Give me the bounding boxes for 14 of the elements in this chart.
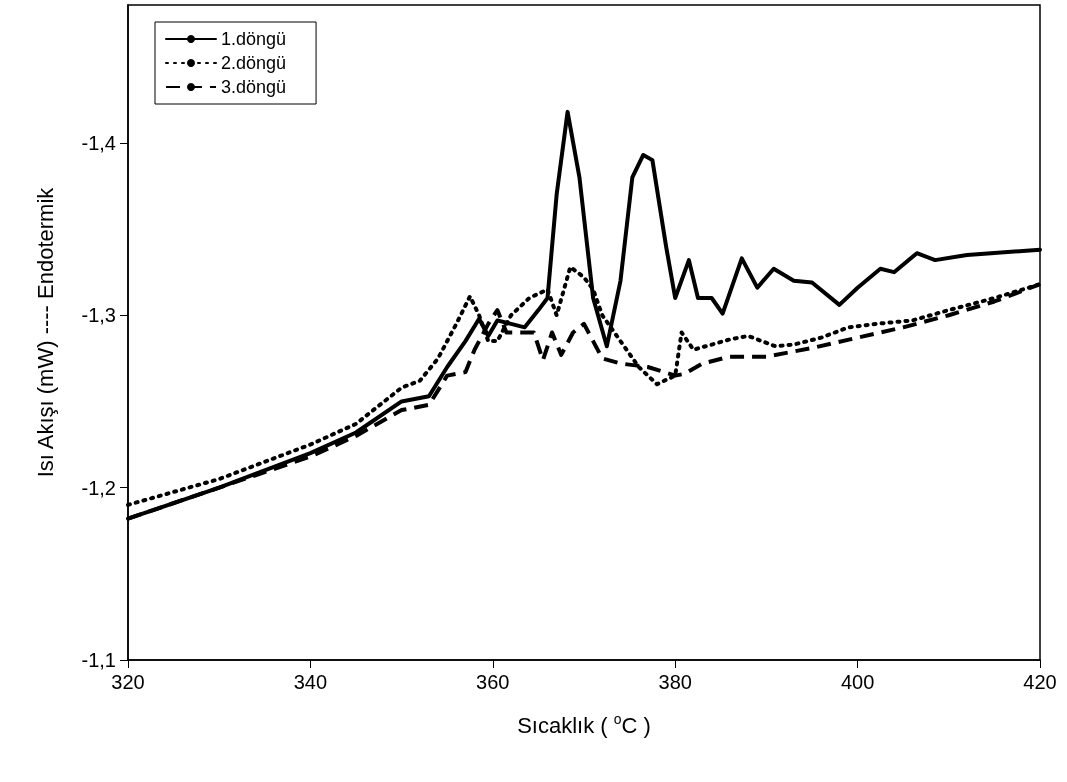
y-tick-label: -1,4 xyxy=(81,131,116,154)
y-axis-title: Isı Akışı (mW) ---- Endotermik xyxy=(32,186,58,478)
legend-label: 2.döngü xyxy=(221,53,287,73)
y-tick-label: -1,1 xyxy=(81,649,116,671)
legend-label: 1.döngü xyxy=(221,29,287,49)
x-tick-label: 360 xyxy=(476,671,510,693)
y-tick-label: -1,3 xyxy=(81,304,116,327)
x-tick-label: 400 xyxy=(840,671,875,693)
x-tick-label: 340 xyxy=(293,671,328,693)
x-tick-label: 420 xyxy=(1023,671,1057,693)
legend-label: 3.döngü xyxy=(221,77,287,97)
x-tick-label: 380 xyxy=(658,671,692,693)
x-tick-label: 320 xyxy=(111,671,145,693)
y-tick-label: -1,2 xyxy=(81,476,116,499)
